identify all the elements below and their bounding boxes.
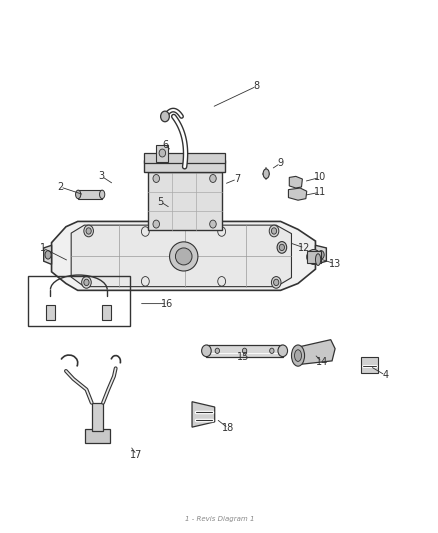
Ellipse shape — [215, 348, 219, 353]
Polygon shape — [44, 245, 51, 264]
Ellipse shape — [84, 279, 89, 286]
Polygon shape — [288, 188, 306, 200]
Ellipse shape — [277, 345, 287, 357]
Text: 7: 7 — [233, 174, 240, 184]
Ellipse shape — [99, 190, 105, 199]
Bar — [306, 251, 320, 263]
Bar — [46, 305, 55, 319]
Ellipse shape — [273, 279, 278, 286]
Text: 11: 11 — [313, 187, 325, 197]
Ellipse shape — [279, 244, 284, 251]
Ellipse shape — [84, 225, 93, 237]
Text: 3: 3 — [99, 172, 105, 181]
Polygon shape — [92, 403, 103, 431]
Ellipse shape — [269, 348, 273, 353]
Polygon shape — [85, 429, 110, 442]
Polygon shape — [144, 160, 225, 172]
Text: 15: 15 — [237, 352, 249, 361]
Ellipse shape — [45, 251, 51, 259]
Ellipse shape — [201, 345, 211, 357]
Ellipse shape — [86, 228, 91, 234]
Bar — [360, 357, 377, 373]
Polygon shape — [51, 221, 315, 290]
Ellipse shape — [306, 249, 320, 264]
Ellipse shape — [271, 277, 280, 288]
Text: 14: 14 — [315, 357, 327, 367]
Ellipse shape — [318, 251, 323, 259]
Text: 13: 13 — [328, 259, 340, 269]
Polygon shape — [315, 245, 325, 264]
Text: 18: 18 — [222, 423, 234, 433]
Text: 10: 10 — [313, 172, 325, 182]
Ellipse shape — [81, 277, 91, 288]
Ellipse shape — [276, 241, 286, 253]
Ellipse shape — [268, 225, 278, 237]
Ellipse shape — [75, 190, 81, 199]
Text: 4: 4 — [381, 370, 388, 380]
Text: 5: 5 — [157, 197, 163, 207]
Bar — [206, 345, 282, 357]
Ellipse shape — [209, 220, 216, 228]
Ellipse shape — [291, 345, 304, 366]
Ellipse shape — [175, 248, 191, 265]
Ellipse shape — [271, 228, 276, 234]
Text: 6: 6 — [162, 140, 168, 150]
Polygon shape — [71, 225, 291, 287]
Ellipse shape — [262, 169, 268, 179]
Ellipse shape — [160, 111, 169, 122]
Text: 16: 16 — [161, 298, 173, 309]
Polygon shape — [191, 402, 214, 427]
Text: 9: 9 — [277, 158, 283, 168]
Ellipse shape — [159, 149, 165, 157]
Bar — [144, 153, 225, 163]
Polygon shape — [295, 340, 334, 365]
Ellipse shape — [294, 350, 301, 361]
Ellipse shape — [209, 174, 216, 182]
Ellipse shape — [152, 174, 159, 182]
Bar — [156, 144, 168, 161]
Text: 12: 12 — [298, 243, 310, 253]
Bar — [78, 190, 102, 199]
Ellipse shape — [242, 348, 246, 353]
Ellipse shape — [315, 254, 320, 265]
Text: 17: 17 — [130, 450, 142, 460]
Text: 8: 8 — [253, 81, 259, 91]
Text: 2: 2 — [57, 182, 63, 192]
Bar — [102, 305, 111, 319]
Bar — [28, 276, 130, 326]
Text: 1 - Revis Diagram 1: 1 - Revis Diagram 1 — [184, 516, 254, 522]
Text: 1: 1 — [40, 243, 46, 253]
Ellipse shape — [152, 220, 159, 228]
Polygon shape — [147, 172, 221, 230]
Polygon shape — [289, 176, 302, 188]
Ellipse shape — [169, 242, 198, 271]
